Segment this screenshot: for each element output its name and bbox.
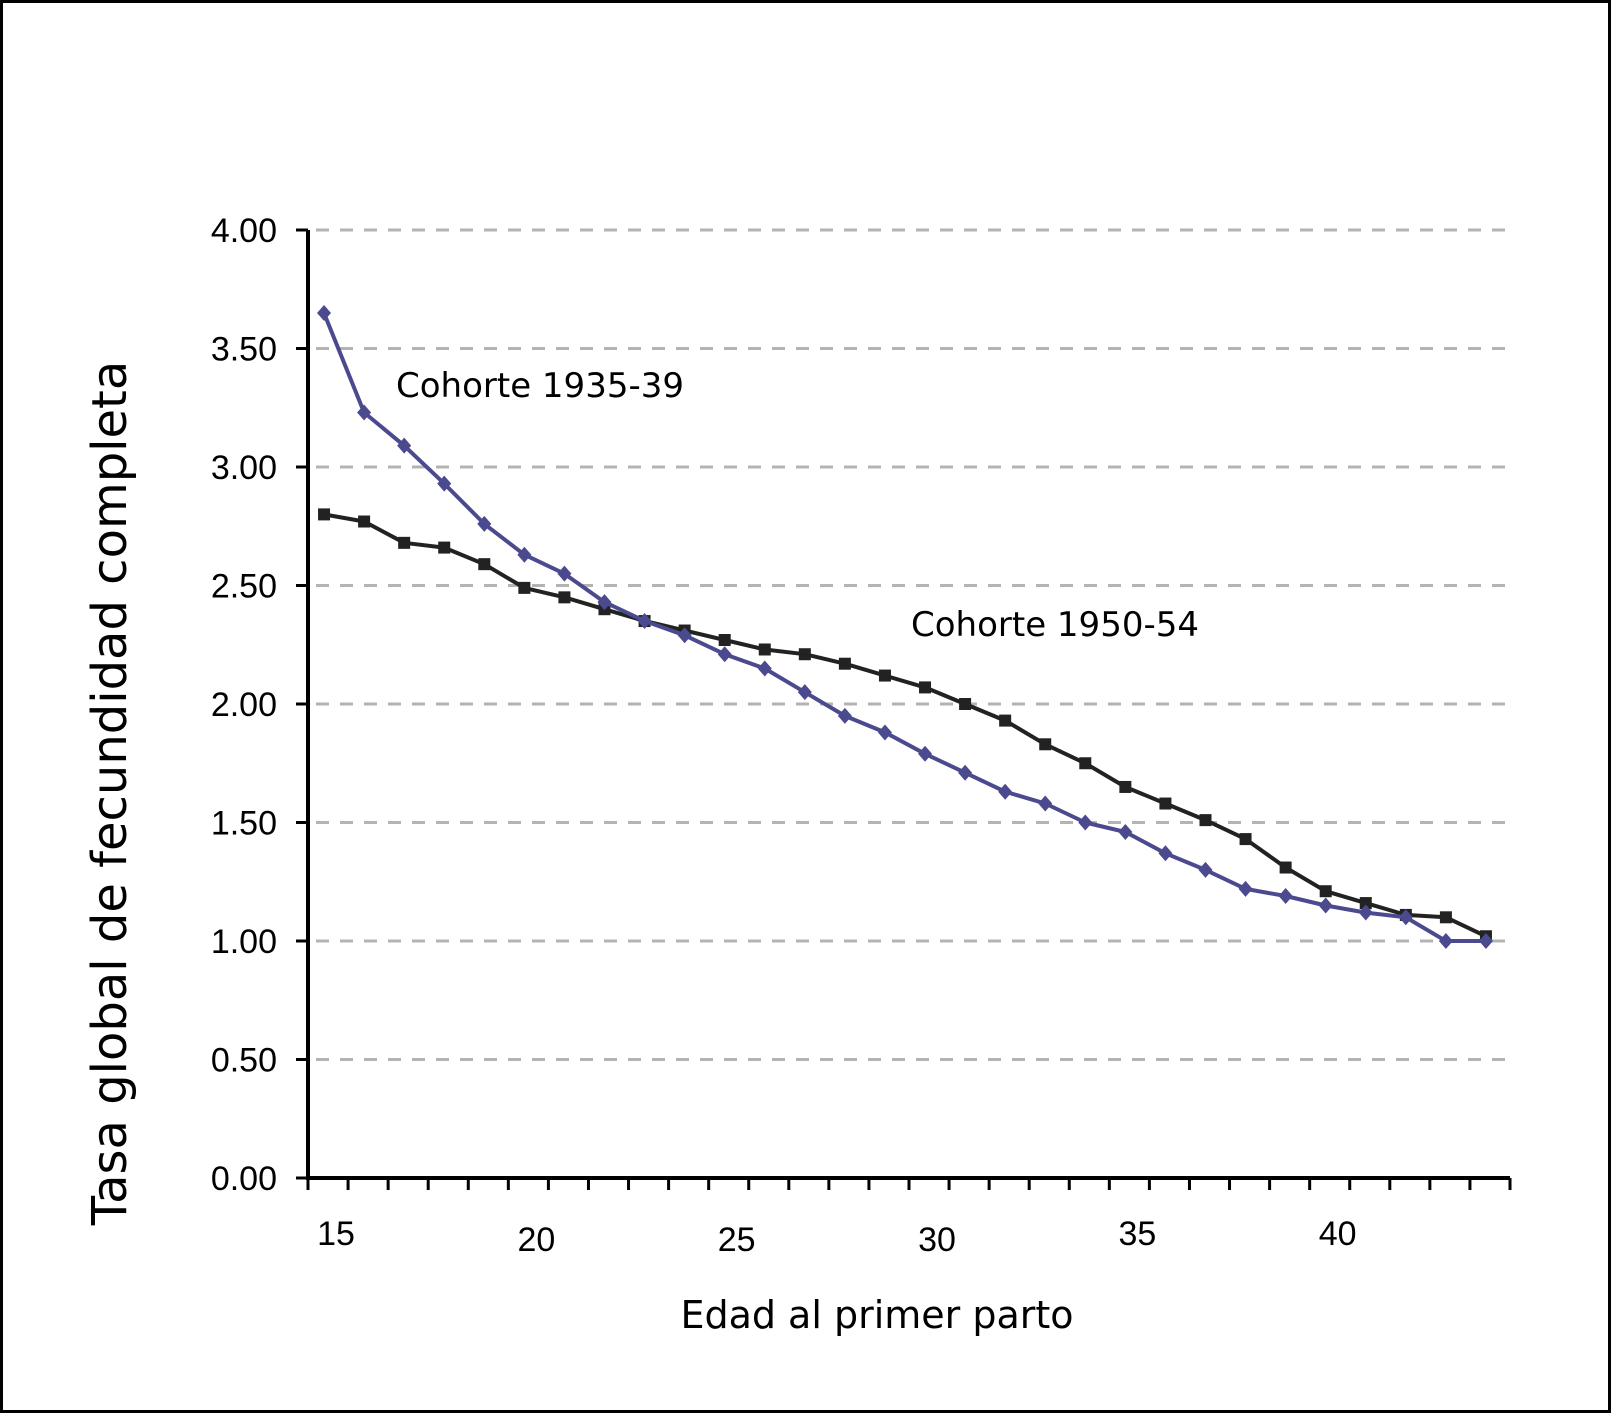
data-point <box>1279 861 1292 874</box>
gridlines <box>316 228 1510 1061</box>
data-point <box>999 714 1012 727</box>
data-point <box>1079 757 1092 770</box>
x-tick-labels: 15 20 25 30 35 40 <box>317 1215 1356 1259</box>
data-point <box>1198 861 1213 878</box>
x-tick-label: 20 <box>517 1221 555 1259</box>
data-point <box>597 594 612 611</box>
y-tick-labels: 0.00 0.50 1.00 1.50 2.00 2.50 3.00 3.50 4.00 <box>211 212 277 1198</box>
data-point <box>1238 880 1253 897</box>
data-point <box>517 546 532 563</box>
x-tick-label: 35 <box>1118 1215 1156 1253</box>
data-point <box>998 783 1013 800</box>
data-point <box>1398 909 1413 926</box>
data-point <box>478 558 491 571</box>
data-point <box>758 643 771 656</box>
y-tick-label: 0.50 <box>211 1042 277 1080</box>
data-point <box>1439 911 1452 924</box>
data-point <box>918 745 933 762</box>
data-point <box>397 437 412 454</box>
data-point <box>1038 795 1053 812</box>
data-point <box>558 591 571 604</box>
x-tick-label: 15 <box>317 1215 355 1253</box>
series-line <box>323 512 1487 939</box>
x-tick-label: 25 <box>718 1221 756 1259</box>
data-point <box>358 515 371 528</box>
data-point <box>838 657 851 670</box>
data-point <box>757 660 772 677</box>
data-point <box>1039 738 1052 751</box>
data-point <box>1199 814 1212 827</box>
data-point <box>877 724 892 741</box>
y-tick-label: 1.50 <box>211 805 277 843</box>
data-point <box>1319 885 1332 898</box>
data-point <box>1318 897 1333 914</box>
data-point <box>357 404 372 421</box>
data-point <box>717 646 732 663</box>
x-tick-label: 40 <box>1319 1215 1357 1253</box>
data-point <box>438 541 451 554</box>
data-point <box>318 508 331 521</box>
data-point <box>1119 780 1132 793</box>
data-point <box>1158 845 1173 862</box>
y-tick-label: 1.00 <box>211 923 277 961</box>
data-point <box>1359 897 1372 910</box>
data-point <box>919 681 932 694</box>
data-point <box>398 536 411 549</box>
data-point <box>959 698 972 710</box>
data-point <box>437 475 452 492</box>
data-point <box>518 581 531 594</box>
series-label-cohorte-1935-39: Cohorte 1935-39 <box>396 366 684 406</box>
data-point <box>1239 833 1252 846</box>
series-label-cohorte-1950-54: Cohorte 1950-54 <box>911 605 1199 645</box>
data-point <box>557 565 572 582</box>
data-point <box>477 515 492 532</box>
axes <box>296 228 1512 1190</box>
y-tick-label: 0.00 <box>211 1160 277 1198</box>
data-point <box>1278 887 1293 904</box>
y-tick-label: 2.50 <box>211 568 277 606</box>
x-axis-title: Edad al primer parto <box>680 1293 1073 1337</box>
data-point <box>718 634 731 647</box>
data-point <box>1438 933 1453 949</box>
data-point <box>1118 823 1133 840</box>
series-layer <box>317 304 1493 949</box>
data-point <box>317 304 332 321</box>
series-cohorte-1950-54 <box>318 508 1492 943</box>
y-tick-label: 4.00 <box>211 212 277 250</box>
data-point <box>1159 797 1172 810</box>
data-point <box>958 764 973 781</box>
y-tick-label: 3.50 <box>211 331 277 369</box>
series-line <box>322 312 1486 943</box>
data-point <box>1478 933 1493 949</box>
y-tick-label: 3.00 <box>211 449 277 487</box>
data-point <box>1078 814 1093 831</box>
data-point <box>798 648 811 661</box>
data-point <box>797 684 812 701</box>
data-point <box>878 669 891 682</box>
y-tick-label: 2.00 <box>211 686 277 724</box>
data-point <box>1358 904 1373 921</box>
data-point <box>837 707 852 724</box>
data-point <box>677 627 692 644</box>
y-axis-title: Tasa global de fecundidad completa <box>82 361 138 1227</box>
series-cohorte-1935-39 <box>317 304 1493 949</box>
data-point <box>637 613 652 630</box>
x-tick-label: 30 <box>918 1221 956 1259</box>
